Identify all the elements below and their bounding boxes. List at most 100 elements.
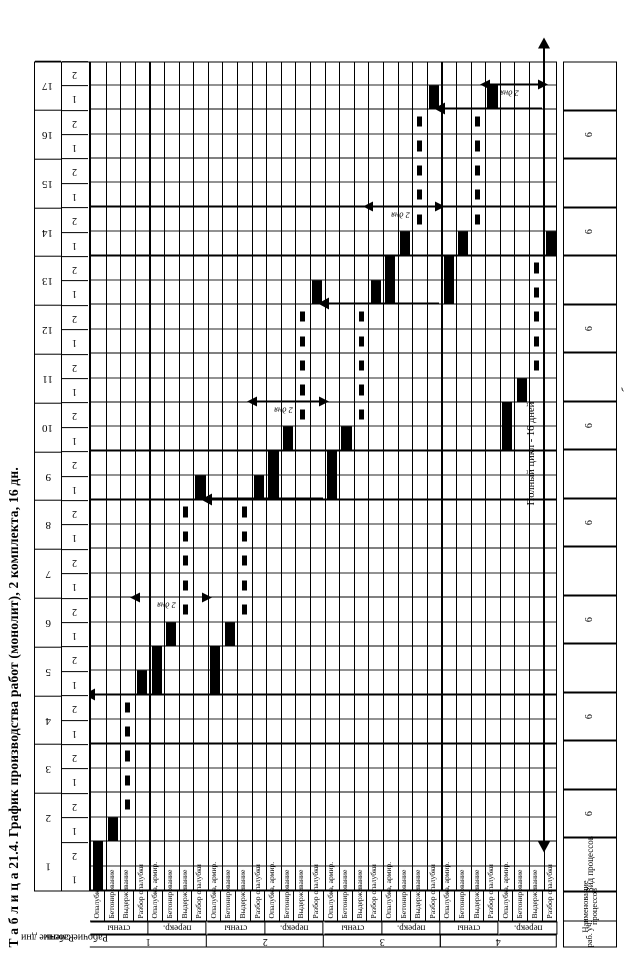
day-header-cell: 15 [35, 158, 61, 207]
curing-dotted-segment [533, 286, 539, 298]
worker-count-marker: n [514, 396, 524, 401]
shift-header-cell: 1 [62, 670, 88, 695]
group-label-cell: стены [90, 921, 149, 934]
process-name-cell: Бетонирование [338, 869, 353, 921]
curing-dotted-segment [183, 555, 189, 566]
grid-horizontal-line [120, 62, 121, 890]
curing-dotted-segment [241, 555, 247, 566]
shift-header-cell: 2 [62, 743, 88, 768]
curing-dotted-segment [183, 579, 189, 590]
day-header-cell: 10 [35, 402, 61, 451]
curing-dotted-segment [475, 189, 481, 200]
process-name-cell: Выдерживание [411, 869, 426, 921]
grid-horizontal-line [339, 62, 340, 890]
shift-header-cell: 2 [62, 353, 88, 378]
shift-header-cell: 1 [62, 524, 88, 549]
grid-vertical-line [91, 474, 557, 476]
process-name-cell: Опалубка, армир. [440, 861, 455, 921]
duration-arrow-head [246, 396, 257, 407]
curing-dotted-segment [358, 384, 364, 395]
day-header-cell: 14 [35, 206, 61, 256]
worker-count-marker: n [324, 494, 334, 499]
dependency-connector-line [326, 302, 440, 305]
worker-count-marker: n [222, 640, 232, 645]
grid-horizontal-line [456, 62, 457, 890]
process-name-cell: Выдерживание [119, 869, 134, 921]
shift-header-cell: 1 [62, 426, 88, 451]
grid-horizontal-line [499, 62, 501, 890]
worker-count-cell [563, 158, 618, 207]
grid-horizontal-line [266, 62, 268, 890]
curing-dotted-segment [475, 140, 481, 151]
gantt-bar[interactable] [502, 402, 513, 451]
curing-dotted-segment [416, 213, 423, 224]
day-header-cell: 13 [35, 255, 61, 305]
shift-header-cell: 1 [62, 133, 88, 158]
shift-header-cell: 1 [62, 816, 88, 842]
curing-dotted-segment [124, 701, 131, 712]
gantt-bar[interactable] [93, 841, 104, 890]
worker-count-marker: n [105, 835, 115, 840]
curing-dotted-segment [183, 604, 189, 615]
duration-label: 2 дня [390, 209, 410, 220]
worker-count-cell: 6 [563, 303, 618, 353]
group-label-cell: стены [206, 921, 266, 934]
group-label-cell: перекр. [265, 921, 324, 934]
shift-header-cell: 2 [62, 206, 88, 232]
duration-label: 2 дня [500, 87, 520, 98]
group-label-cell: стены [323, 921, 382, 934]
process-name-cell: Бетонирование [279, 869, 295, 921]
grid-vertical-line [91, 328, 557, 329]
curing-dotted-segment [358, 360, 364, 371]
worker-count-marker: n [441, 298, 451, 303]
day-header-cell: 6 [35, 597, 61, 646]
grid-vertical-line [91, 816, 557, 817]
grid-horizontal-line [441, 62, 443, 890]
group-label-cell: перекр. [498, 921, 558, 934]
curing-dotted-segment [183, 506, 189, 517]
process-name-cell: Опалубка, армир. [382, 861, 397, 921]
curing-dotted-segment [300, 384, 306, 395]
gantt-bar[interactable] [268, 450, 279, 500]
section-number-cell: 1 [90, 934, 207, 947]
worker-count-cell [563, 61, 618, 110]
shift-header-cell: 1 [62, 84, 88, 110]
process-name-cell: Опалубка, армир. [148, 861, 163, 921]
curing-dotted-segment [416, 189, 423, 200]
worker-count-cell: 6 [563, 594, 618, 644]
worker-count-cell: 6 [563, 497, 618, 547]
grid-horizontal-line [353, 62, 355, 890]
grid-horizontal-line [237, 62, 238, 890]
grid-vertical-line [91, 547, 557, 549]
worker-count-cell: 6 [563, 788, 618, 838]
duration-dimension-line [489, 83, 540, 85]
process-name-cell: Опалубка, армир. [265, 861, 280, 921]
process-name-cell: Разбор опалубки [542, 864, 558, 921]
grid-horizontal-line [295, 62, 297, 890]
worker-count-marker: n [91, 884, 101, 889]
curing-dotted-segment [416, 164, 423, 176]
gantt-bar[interactable] [326, 450, 337, 500]
curing-dotted-segment [300, 360, 306, 371]
process-name-cell: Выдерживание [469, 869, 485, 921]
gantt-bar[interactable] [385, 255, 396, 305]
grid-horizontal-line [251, 62, 253, 890]
shift-header-cell: 1 [62, 328, 88, 354]
duration-label: 2 дня [274, 405, 293, 415]
day-header-cell: 1 [45, 860, 51, 873]
gantt-bar[interactable] [210, 646, 221, 695]
grid-horizontal-line [222, 62, 224, 890]
gantt-bar[interactable] [443, 255, 454, 305]
process-name-cell: Бетонирование [104, 869, 120, 921]
curing-dotted-segment [533, 311, 539, 322]
shift-header-cell: 2 [62, 694, 88, 720]
dependency-arrow-head [434, 102, 446, 115]
gantt-bar[interactable] [151, 646, 162, 695]
grid-vertical-line [91, 742, 557, 744]
day-header-cell: 3 [35, 743, 61, 793]
section-number-cell: 3 [323, 934, 441, 947]
curing-dotted-segment [533, 262, 539, 273]
worker-count-cell: 6 [563, 400, 618, 450]
full-cycle-note: Полный цикл - 16 дней [526, 401, 538, 505]
curing-dotted-segment [241, 579, 247, 590]
